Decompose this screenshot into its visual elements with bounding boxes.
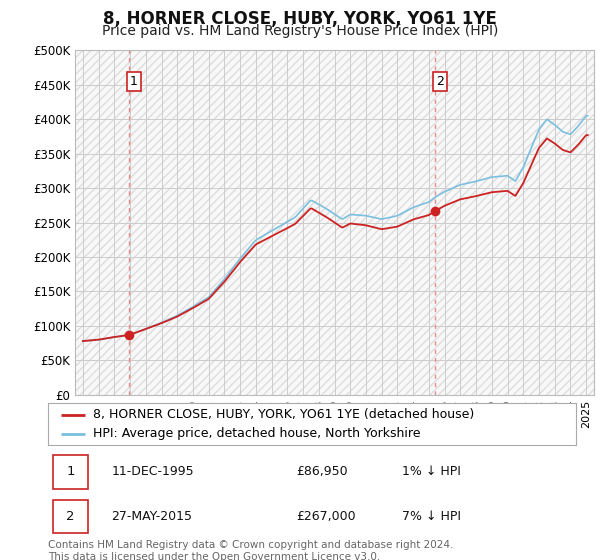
Text: £86,950: £86,950 xyxy=(296,465,348,478)
Text: 7% ↓ HPI: 7% ↓ HPI xyxy=(402,510,461,523)
Text: 2: 2 xyxy=(67,510,75,523)
Text: 27-MAY-2015: 27-MAY-2015 xyxy=(112,510,193,523)
Text: 8, HORNER CLOSE, HUBY, YORK, YO61 1YE (detached house): 8, HORNER CLOSE, HUBY, YORK, YO61 1YE (d… xyxy=(93,408,474,421)
Text: 1: 1 xyxy=(67,465,75,478)
FancyBboxPatch shape xyxy=(53,455,88,488)
Text: 1: 1 xyxy=(130,75,138,88)
Text: 11-DEC-1995: 11-DEC-1995 xyxy=(112,465,194,478)
FancyBboxPatch shape xyxy=(53,500,88,533)
Text: 1% ↓ HPI: 1% ↓ HPI xyxy=(402,465,461,478)
Text: £267,000: £267,000 xyxy=(296,510,356,523)
Text: Price paid vs. HM Land Registry's House Price Index (HPI): Price paid vs. HM Land Registry's House … xyxy=(102,24,498,38)
Text: HPI: Average price, detached house, North Yorkshire: HPI: Average price, detached house, Nort… xyxy=(93,427,421,440)
Text: 2: 2 xyxy=(436,75,444,88)
Text: Contains HM Land Registry data © Crown copyright and database right 2024.
This d: Contains HM Land Registry data © Crown c… xyxy=(48,540,454,560)
Text: 8, HORNER CLOSE, HUBY, YORK, YO61 1YE: 8, HORNER CLOSE, HUBY, YORK, YO61 1YE xyxy=(103,10,497,28)
